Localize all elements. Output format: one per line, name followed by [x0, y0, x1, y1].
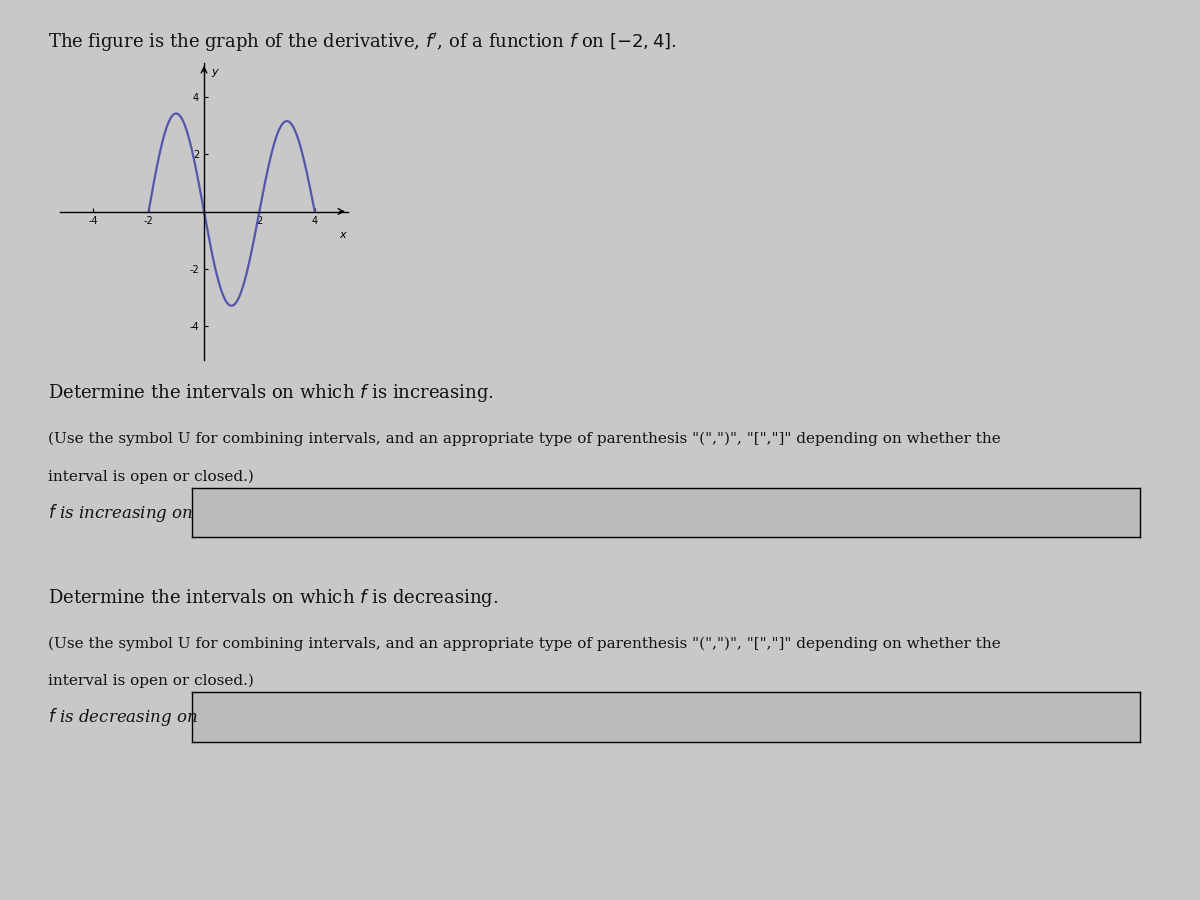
Text: $f$ is increasing on: $f$ is increasing on: [48, 502, 193, 524]
Text: Determine the intervals on which $f$ is increasing.: Determine the intervals on which $f$ is …: [48, 382, 493, 404]
Text: $x$: $x$: [340, 230, 348, 240]
Text: interval is open or closed.): interval is open or closed.): [48, 470, 254, 484]
Text: (Use the symbol U for combining intervals, and an appropriate type of parenthesi: (Use the symbol U for combining interval…: [48, 432, 1001, 446]
Text: interval is open or closed.): interval is open or closed.): [48, 674, 254, 688]
Text: The figure is the graph of the derivative, $f'$, of a function $f$ on $[-2,4]$.: The figure is the graph of the derivativ…: [48, 32, 677, 55]
Text: $y$: $y$: [211, 68, 220, 79]
Text: $f$ is decreasing on: $f$ is decreasing on: [48, 706, 198, 728]
Text: Determine the intervals on which $f$ is decreasing.: Determine the intervals on which $f$ is …: [48, 587, 498, 608]
Text: (Use the symbol U for combining intervals, and an appropriate type of parenthesi: (Use the symbol U for combining interval…: [48, 636, 1001, 651]
